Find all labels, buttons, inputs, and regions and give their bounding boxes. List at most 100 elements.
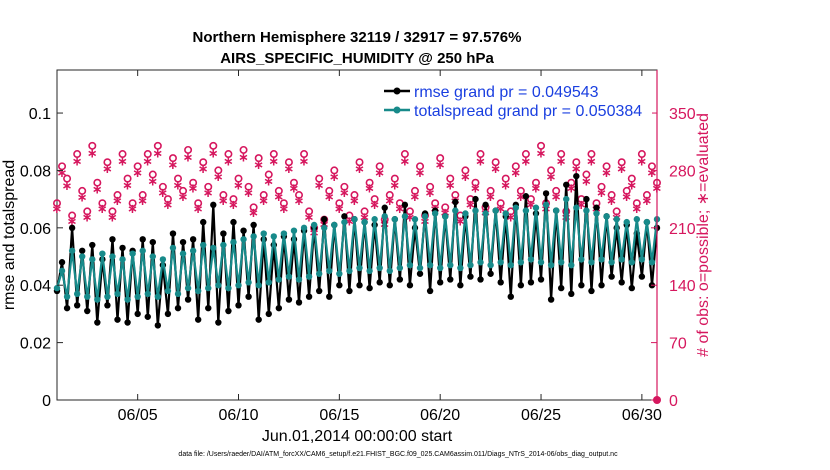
rmse-point <box>326 293 333 300</box>
obs-evaluated-point: ∗ <box>425 186 436 201</box>
rmse-point <box>472 195 479 203</box>
obs-evaluated-point: ∗ <box>531 182 542 197</box>
obs-evaluated-point: ∗ <box>62 179 73 194</box>
spread-point <box>648 259 656 266</box>
spread-point <box>406 261 414 269</box>
spread-point <box>164 287 172 295</box>
spread-point <box>220 241 227 249</box>
obs-evaluated-point: ∗ <box>258 194 269 209</box>
spread-point <box>608 259 615 266</box>
obs-possible-point <box>400 150 409 159</box>
rmse-point <box>366 284 373 292</box>
obs-evaluated-point: ∗ <box>299 155 310 170</box>
obs-possible-point <box>128 199 137 208</box>
obs-evaluated-point: ∗ <box>571 162 582 177</box>
obs-evaluated-point: ∗ <box>490 162 501 177</box>
spread-point <box>391 216 399 223</box>
obs-possible-point <box>547 166 556 175</box>
spread-point <box>467 261 474 269</box>
y-tick-label-right: 70 <box>669 336 687 353</box>
rmse-point <box>426 287 434 295</box>
obs-possible-point <box>637 150 646 159</box>
rmse-point <box>245 293 252 300</box>
obs-evaluated-point: ∗ <box>329 170 340 185</box>
obs-possible-point <box>133 162 142 171</box>
obs-possible-point <box>557 150 566 159</box>
spread-point <box>507 261 514 269</box>
obs-evaluated-point: ∗ <box>178 190 189 205</box>
obs-evaluated-point: ∗ <box>137 194 148 209</box>
rmse-point <box>542 190 550 197</box>
rmse-point <box>149 238 156 246</box>
spread-point <box>552 207 560 214</box>
spread-point <box>517 259 525 266</box>
obs-evaluated-point: ∗ <box>399 155 410 170</box>
spread-point <box>573 204 580 211</box>
obs-possible-point <box>587 150 596 159</box>
spread-point <box>260 230 267 237</box>
y-axis-label-left: rmse and totalspread <box>1 160 18 310</box>
rmse-point <box>482 201 489 209</box>
obs-possible-point <box>612 207 621 216</box>
rmse-point <box>588 287 595 295</box>
rmse-point <box>573 172 580 180</box>
rmse-point <box>205 304 212 312</box>
obs-possible-point <box>501 174 510 183</box>
spread-point <box>275 276 283 283</box>
spread-point <box>94 296 101 303</box>
rmse-point <box>593 204 600 211</box>
x-tick-label: 06/15 <box>319 407 359 424</box>
spread-point <box>487 261 494 269</box>
obs-possible-point <box>98 199 107 208</box>
obs-evaluated-point: ∗ <box>87 146 98 161</box>
rmse-point <box>94 319 101 326</box>
obs-possible-point <box>289 178 298 187</box>
legend-spread-label: totalspread grand pr = 0.050384 <box>414 103 642 120</box>
spread-point <box>638 256 646 263</box>
obs-evaluated-point: ∗ <box>92 182 103 197</box>
spread-point <box>603 213 610 220</box>
rmse-point <box>119 244 126 252</box>
rmse-point <box>295 299 303 306</box>
rmse-point <box>63 304 71 312</box>
rmse-point <box>225 307 232 315</box>
rmse-point <box>547 296 555 303</box>
obs-evaluated-point: ∗ <box>213 170 224 185</box>
x-tick-label: 06/30 <box>622 407 662 424</box>
spread-point <box>351 216 358 223</box>
obs-evaluated-point: ∗ <box>561 210 572 225</box>
obs-possible-point <box>531 178 540 187</box>
spread-point <box>119 256 126 263</box>
rmse-point <box>58 259 66 266</box>
obs-possible-point <box>224 150 233 159</box>
spread-point <box>245 279 252 286</box>
obs-evaluated-point: ∗ <box>304 210 315 225</box>
chart-title-line2: AIRS_SPECIFIC_HUMIDITY @ 250 hPa <box>220 50 494 67</box>
spread-point <box>643 218 651 226</box>
obs-evaluated-point: ∗ <box>152 146 163 161</box>
obs-evaluated-point: ∗ <box>394 202 405 217</box>
obs-evaluated-point: ∗ <box>157 186 168 201</box>
rmse-point <box>104 302 111 309</box>
spread-point <box>295 276 303 283</box>
rmse-point <box>452 198 459 206</box>
obs-evaluated-point: ∗ <box>147 174 158 189</box>
spread-point <box>225 284 232 292</box>
obs-possible-point <box>63 174 72 183</box>
obs-possible-point <box>340 182 349 191</box>
obs-possible-point <box>451 191 460 200</box>
obs-possible-point <box>219 191 228 200</box>
rmse-point <box>608 273 615 280</box>
obs-evaluated-point: ∗ <box>238 150 249 165</box>
rmse-point <box>537 276 545 283</box>
spread-point <box>300 224 308 232</box>
rmse-point <box>558 284 565 292</box>
spread-point <box>235 282 242 289</box>
obs-evaluated-point: ∗ <box>500 178 511 193</box>
spread-point <box>129 250 136 257</box>
obs-possible-point <box>441 203 450 212</box>
obs-possible-point <box>360 207 369 216</box>
rmse-point <box>401 201 409 209</box>
obs-evaluated-point: ∗ <box>470 182 481 197</box>
